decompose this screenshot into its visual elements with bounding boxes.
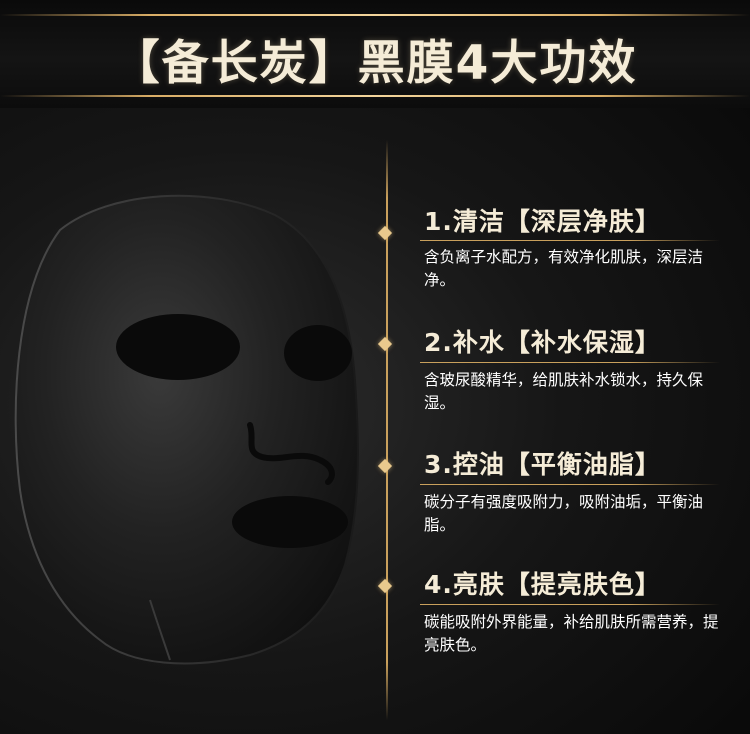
mask-sheet [14, 194, 359, 665]
feature-divider [420, 362, 720, 363]
feature-title: 3.控油【平衡油脂】 [424, 450, 661, 479]
diamond-bullet-icon [377, 458, 393, 474]
page-title: 【备长炭】黑膜4大功效 [112, 36, 638, 91]
header-bottom-gold-line [0, 95, 750, 97]
nose-slit [247, 422, 335, 485]
diamond-bullet-icon [377, 578, 393, 594]
feature-divider [420, 240, 720, 241]
feature-title: 2.补水【补水保湿】 [424, 328, 661, 357]
feature-divider [420, 604, 720, 605]
feature-description: 碳能吸附外界能量，补给肌肤所需营养，提亮肤色。 [424, 613, 719, 654]
feature-description: 碳分子有强度吸附力，吸附油垢，平衡油脂。 [424, 493, 704, 534]
feature-title: 4.亮肤【提亮肤色】 [424, 570, 661, 599]
diamond-bullet-icon [377, 336, 393, 352]
black-face-mask-image [0, 170, 380, 690]
mask-edge-fold [149, 599, 171, 661]
header-bar: 【备长炭】黑膜4大功效 [0, 0, 750, 108]
left-eye-hole [116, 314, 240, 380]
feature-title: 1.清洁【深层净肤】 [424, 207, 661, 236]
diamond-bullet-icon [377, 225, 393, 241]
mouth-hole [232, 496, 348, 548]
feature-description: 含负离子水配方，有效净化肌肤，深层洁净。 [424, 248, 704, 289]
header-top-gold-line [0, 14, 750, 16]
right-eye-hole [284, 325, 352, 381]
feature-timeline [386, 140, 388, 720]
feature-divider [420, 484, 720, 485]
face-mask-illustration [14, 194, 359, 665]
feature-description: 含玻尿酸精华，给肌肤补水锁水，持久保湿。 [424, 371, 704, 412]
